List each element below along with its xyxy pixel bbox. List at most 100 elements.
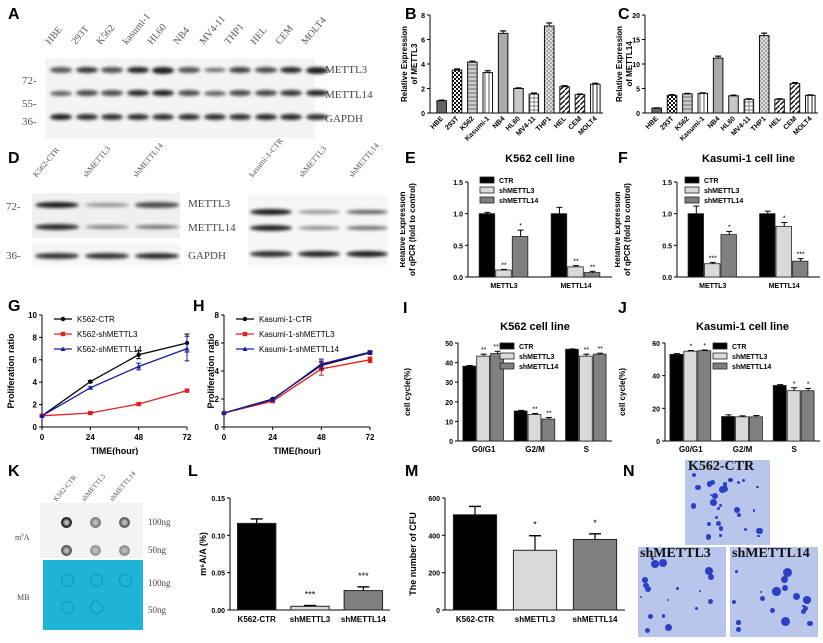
panel-a-western-blot: HBE 293T K562 kasumi-1 HL60 NB4 MV4-11 THP1 HEL C…: [0, 0, 380, 140]
panel-e-chart: K562 cell line 0.0 0.5 1.0 1.5 Relative Expre…: [400, 153, 612, 290]
data-point-k562-ctr: [88, 379, 93, 384]
mb-dot: [61, 601, 74, 614]
legend-swatch-ctr: [684, 176, 700, 184]
mb-dot: [90, 601, 103, 614]
colony: [707, 573, 715, 581]
significance-marker: **: [501, 262, 507, 269]
band-mettl14: [135, 224, 179, 230]
colony-image-shmettl3: [638, 547, 726, 637]
band-gapdh: [178, 113, 200, 121]
colony: [721, 485, 728, 493]
legend-label: shMETTL14: [519, 364, 558, 371]
bar-ctr-mettl14: [550, 213, 568, 278]
y-axis-label: cell cycle(%): [618, 368, 627, 416]
y-tick-label: 4: [215, 367, 220, 376]
y-tick-label: 6: [421, 38, 425, 45]
x-tick-label: 293T: [444, 115, 461, 132]
legend-swatch-shmettl14: [479, 196, 495, 204]
colony: [759, 590, 762, 593]
amount-label: 100ng: [148, 578, 171, 588]
band-mettl14: [250, 225, 292, 231]
y-axis-label: m⁶A/A (%): [198, 532, 208, 576]
colony-label: shMETTL14: [732, 546, 810, 561]
colony: [643, 582, 649, 588]
legend-label: K562-shMETTL3: [77, 330, 138, 339]
band-mettl14: [75, 90, 98, 96]
bar-shmettl14: [572, 538, 618, 611]
x-tick-label: THP1: [750, 115, 768, 133]
legend-swatch-ctr: [499, 342, 515, 350]
bar-ctr-g2m: [721, 416, 735, 442]
colony: [690, 503, 697, 509]
band-gapdh: [254, 113, 277, 121]
m6a-dot: [119, 517, 130, 528]
data-point-kasumi-1-shmettl14: [270, 397, 276, 402]
bar-shmettl3-mettl3: [495, 269, 512, 278]
bar-shmettl3-mettl3: [704, 263, 721, 278]
lane-label: K562-CTR: [31, 145, 62, 179]
significance-marker: **: [546, 410, 552, 417]
y-tick-label: 0.5: [662, 243, 672, 250]
y-tick-label: 0.0: [453, 275, 463, 282]
panel-f-chart: Kasumi-1 cell line 0.0 0.5 1.0 1.5 Relative E…: [615, 153, 820, 290]
y-tick-label: 10: [632, 62, 640, 69]
mb-dot: [61, 574, 74, 587]
bar-nb4: [712, 57, 724, 114]
band-gapdh: [203, 113, 226, 121]
colony: [756, 527, 764, 535]
y-tick-label: 1.5: [662, 180, 672, 187]
mb-dot: [119, 574, 132, 587]
bar-mv4-11: [743, 98, 755, 114]
bar-shmettl14-g0g1: [697, 350, 712, 442]
mw-marker-36: 36-: [22, 116, 37, 128]
x-tick-label: HBE: [645, 115, 661, 131]
panel-label-k: K: [8, 463, 20, 480]
band-gapdh: [250, 251, 292, 257]
legend-label: K562-shMETTL14: [77, 345, 142, 354]
band-mettl3: [35, 202, 79, 208]
colony: [736, 480, 740, 484]
colony: [717, 506, 721, 510]
x-tick-label: 24: [268, 433, 277, 442]
colony: [706, 481, 712, 487]
amount-label: 50ng: [148, 545, 166, 555]
panel-k-dot-blot: K562-CTR shMETTL3 shMETTL14 100ng 50ng 100ng 5…: [0, 455, 190, 643]
band-mettl3: [135, 202, 179, 208]
y-tick-label: 8: [33, 333, 38, 342]
panel-label-c: C: [618, 6, 630, 23]
colony: [760, 595, 766, 601]
data-point-kasumi-1-shmettl14: [367, 349, 373, 355]
colony: [651, 559, 660, 568]
x-tick-label: 48: [317, 433, 326, 442]
bar-hbe: [651, 107, 662, 114]
colony: [803, 596, 811, 604]
band-mettl3: [254, 67, 277, 73]
bar-shmettl3-mettl14: [775, 225, 792, 278]
y-tick-label: 600: [428, 496, 440, 503]
band-gapdh: [101, 113, 124, 121]
band-mettl3: [203, 67, 226, 73]
band-mettl3: [152, 66, 175, 74]
chart-title: K562 cell line: [505, 153, 575, 165]
y-tick-label: 0: [436, 608, 440, 615]
colony: [644, 586, 652, 593]
x-tick-label: G0/G1: [472, 445, 496, 454]
x-tick-label: METTL14: [560, 283, 591, 290]
colony: [737, 513, 742, 518]
y-tick-label: 400: [428, 533, 440, 540]
y-tick-label: 4: [33, 378, 38, 387]
panel-label-i: I: [403, 300, 408, 317]
significance-marker: **: [573, 259, 579, 266]
panel-i-chart: K562 cell line 0 10 20 30 40 50 cell cycle(%) **…: [403, 321, 612, 454]
colony-label: K562-CTR: [688, 459, 755, 474]
chart-title: Kasumi-1 cell line: [702, 153, 795, 165]
y-tick-label: 40: [652, 374, 660, 381]
colony: [744, 527, 748, 531]
data-point-k562-shmettl3: [88, 410, 93, 416]
colony: [719, 503, 723, 508]
panel-m-chart: 0 200 400 600 The number of CFU K562-CTR * shME…: [408, 496, 625, 624]
colony: [645, 628, 651, 634]
band-mettl14: [229, 90, 252, 96]
m6a-dot: [90, 517, 101, 528]
